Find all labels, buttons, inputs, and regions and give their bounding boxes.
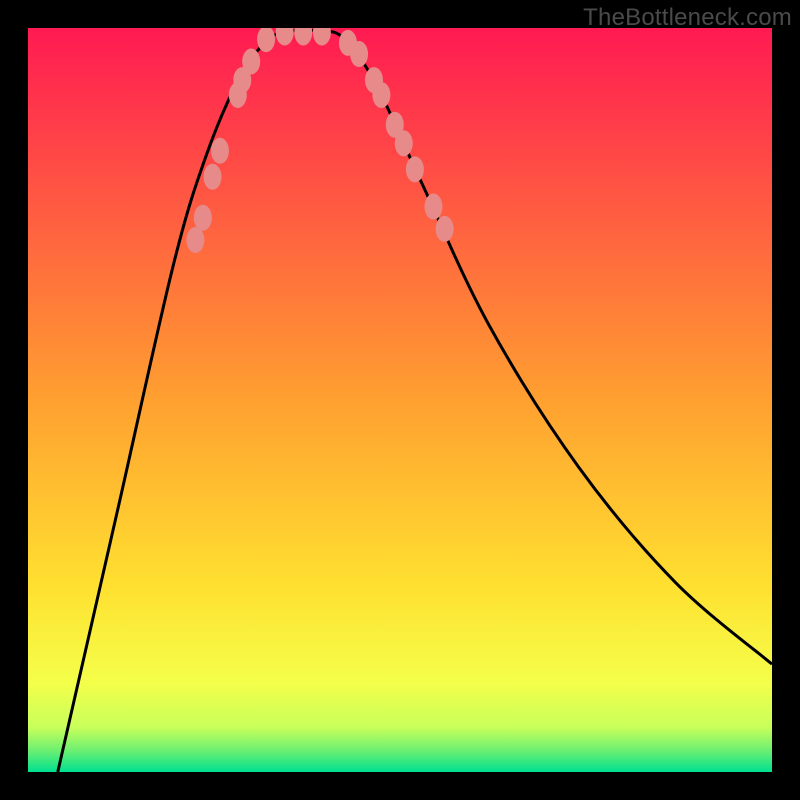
chart-canvas: TheBottleneck.com [0,0,800,800]
data-marker [372,82,390,108]
curve-layer [28,28,772,772]
data-marker [194,205,212,231]
data-marker [276,28,294,45]
data-marker [204,164,222,190]
data-marker [242,48,260,74]
watermark-text: TheBottleneck.com [583,4,792,32]
data-marker [313,28,331,45]
data-marker [294,28,312,45]
bottleneck-curve [58,30,772,772]
data-marker [406,156,424,182]
data-marker [436,216,454,242]
data-marker [395,130,413,156]
data-marker [424,194,442,220]
data-marker [211,138,229,164]
data-marker [186,227,204,253]
marker-group [186,28,453,253]
plot-area [28,28,772,772]
data-marker [350,41,368,67]
